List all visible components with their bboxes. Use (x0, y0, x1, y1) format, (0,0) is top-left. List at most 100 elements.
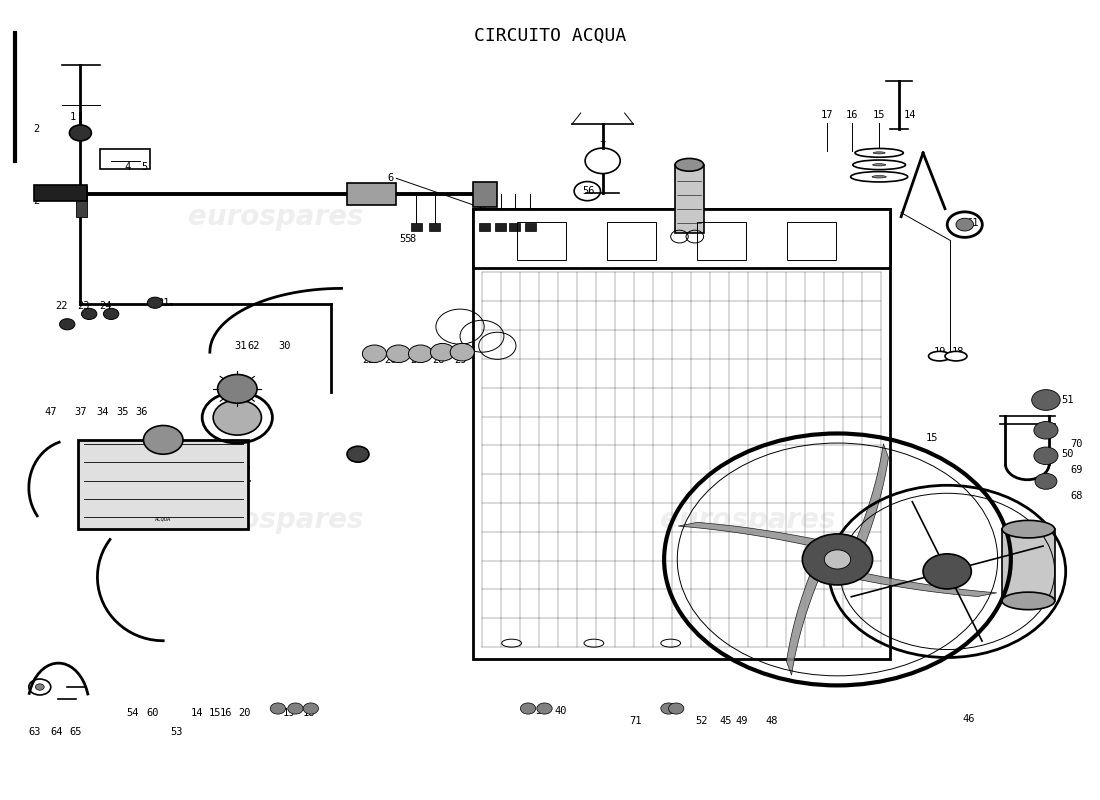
Text: 35: 35 (116, 407, 129, 417)
Text: 69: 69 (1070, 465, 1082, 475)
Circle shape (69, 125, 91, 141)
Circle shape (824, 550, 850, 569)
Text: 39: 39 (535, 706, 548, 716)
Text: 15: 15 (873, 110, 886, 119)
Text: 5: 5 (355, 450, 361, 459)
Ellipse shape (945, 351, 967, 361)
Ellipse shape (873, 152, 886, 154)
Text: 14: 14 (903, 110, 916, 119)
Ellipse shape (872, 175, 887, 178)
Text: 49: 49 (736, 716, 748, 726)
Text: 40: 40 (554, 706, 568, 716)
Bar (346, 183, 396, 206)
Ellipse shape (872, 164, 886, 166)
Bar (34, 185, 87, 201)
Text: 61: 61 (966, 218, 979, 228)
Text: eurospares: eurospares (188, 506, 363, 534)
Bar (76, 186, 87, 217)
Bar (786, 222, 836, 261)
Circle shape (103, 308, 119, 319)
Circle shape (59, 318, 75, 330)
Bar (100, 149, 150, 169)
Text: 2: 2 (33, 124, 40, 134)
Circle shape (213, 400, 262, 435)
Text: 65: 65 (69, 727, 82, 738)
Text: 18: 18 (302, 708, 315, 718)
Text: 18: 18 (952, 347, 965, 357)
Text: 1: 1 (69, 112, 76, 122)
Circle shape (143, 426, 183, 454)
Text: 7: 7 (600, 142, 606, 151)
Bar (478, 223, 490, 231)
Text: 28: 28 (432, 355, 444, 365)
Text: 51: 51 (1062, 395, 1074, 405)
Ellipse shape (852, 160, 905, 170)
Text: 16: 16 (846, 110, 858, 119)
Bar (675, 165, 704, 233)
Text: 57: 57 (502, 234, 515, 244)
Text: 37: 37 (74, 407, 87, 417)
Circle shape (802, 534, 872, 585)
Circle shape (81, 308, 97, 319)
Bar (697, 222, 747, 261)
Polygon shape (786, 564, 820, 675)
Text: 45: 45 (719, 716, 732, 726)
Circle shape (661, 703, 676, 714)
Circle shape (35, 684, 44, 690)
Text: 30: 30 (278, 341, 290, 350)
Text: 9: 9 (541, 242, 548, 252)
Text: 20: 20 (239, 708, 251, 718)
Text: 62: 62 (248, 341, 260, 350)
Text: eurospares: eurospares (660, 506, 835, 534)
Bar (429, 223, 440, 231)
Text: 16: 16 (220, 708, 232, 718)
Text: 60: 60 (146, 708, 160, 718)
Circle shape (537, 703, 552, 714)
Circle shape (386, 345, 410, 362)
Circle shape (956, 218, 974, 231)
Bar (495, 223, 506, 231)
Text: 21: 21 (157, 298, 170, 308)
Text: 47: 47 (44, 407, 57, 417)
Text: CIRCUITO ACQUA: CIRCUITO ACQUA (474, 27, 626, 45)
Text: 23: 23 (77, 301, 90, 311)
Bar (525, 223, 536, 231)
Circle shape (1034, 447, 1058, 465)
Text: 27: 27 (410, 355, 422, 365)
Text: 31: 31 (234, 341, 246, 350)
Text: 50: 50 (1062, 450, 1074, 459)
Text: 70: 70 (1070, 439, 1082, 449)
Text: 66: 66 (675, 170, 688, 180)
Bar (410, 223, 421, 231)
Text: 56: 56 (582, 186, 595, 196)
Text: 26: 26 (385, 355, 397, 365)
Ellipse shape (1002, 520, 1055, 538)
Bar (78, 440, 249, 529)
Text: ACQUA: ACQUA (155, 516, 172, 521)
Bar (473, 209, 890, 659)
Text: 29: 29 (454, 355, 466, 365)
Text: 24: 24 (99, 301, 112, 311)
Text: 6: 6 (388, 174, 394, 183)
Text: 68: 68 (1070, 490, 1082, 501)
Bar (607, 222, 657, 261)
Ellipse shape (850, 171, 908, 182)
Text: 71: 71 (629, 716, 641, 726)
Text: 46: 46 (962, 714, 976, 724)
Text: eurospares: eurospares (188, 202, 363, 230)
Text: 10: 10 (673, 229, 685, 239)
Text: 15: 15 (209, 708, 221, 718)
Circle shape (450, 343, 474, 361)
Circle shape (218, 374, 257, 403)
Ellipse shape (675, 158, 704, 171)
Text: 19: 19 (283, 708, 295, 718)
Text: 53: 53 (170, 727, 184, 738)
Bar (473, 209, 890, 269)
Text: 4: 4 (124, 162, 131, 172)
Circle shape (430, 343, 454, 361)
Circle shape (362, 345, 386, 362)
Text: 34: 34 (96, 407, 109, 417)
Text: 64: 64 (50, 727, 63, 738)
Circle shape (520, 703, 536, 714)
Circle shape (1034, 422, 1058, 439)
